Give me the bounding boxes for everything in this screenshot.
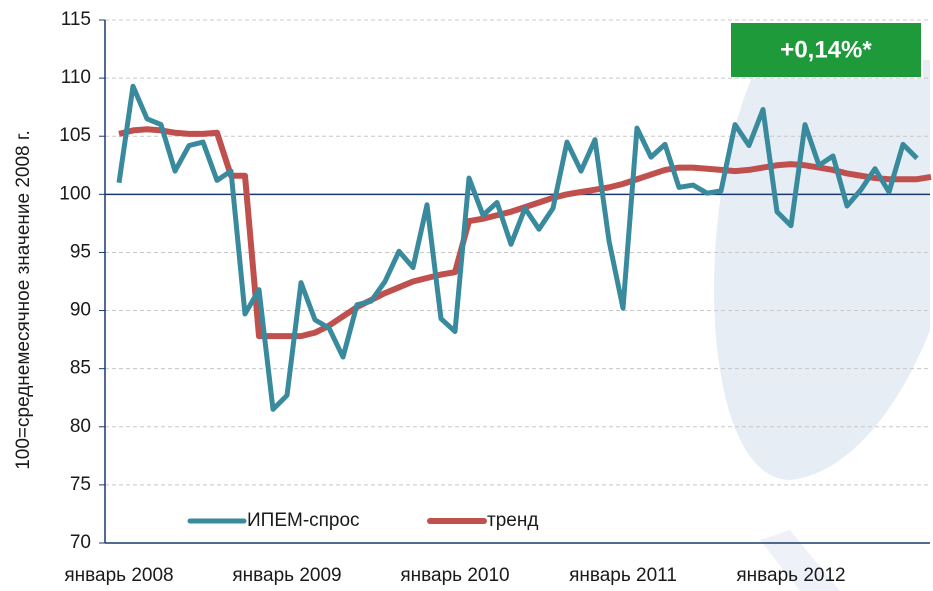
y-tick-label: 85 [70,358,91,379]
y-tick-label: 115 [61,9,91,30]
y-tick-label: 75 [70,474,91,495]
y-tick-label: 105 [59,125,91,146]
y-tick-label: 110 [61,67,91,88]
series-line [116,83,919,412]
y-tick-label: 100 [59,183,91,204]
x-tick-label: январь 2008 [64,565,173,586]
x-tick-label: январь 2012 [736,565,845,586]
annotation: +0,14%* [780,36,872,63]
y-tick-label: 70 [70,532,91,553]
y-tick-label: 80 [70,416,91,437]
legend-label: ИПЕМ-спрос [247,510,360,531]
legend-label: тренд [487,510,538,531]
y-tick-label: 90 [70,300,91,321]
y-axis-label: 100=среднемесячное значение 2008 г. [13,130,34,470]
x-tick-label: январь 2009 [232,565,341,586]
x-tick-label: январь 2010 [400,565,509,586]
y-tick-label: 95 [70,241,91,262]
x-tick-label: январь 2011 [569,565,677,586]
background-shape [714,60,930,480]
background-shape [760,530,840,591]
